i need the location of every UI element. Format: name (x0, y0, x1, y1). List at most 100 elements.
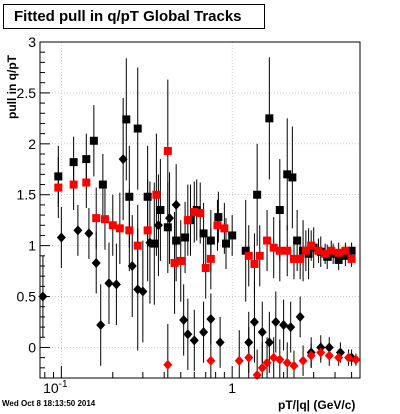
diamond-marker (171, 199, 181, 210)
diamond-marker (56, 232, 66, 243)
diamond-marker (183, 329, 193, 340)
square-marker (92, 214, 101, 223)
diamond-marker (306, 350, 316, 361)
square-marker (143, 226, 152, 235)
square-marker (296, 254, 305, 263)
plot-frame (39, 41, 361, 379)
y-tick-label: 3 (28, 34, 36, 50)
square-marker (269, 243, 278, 252)
square-marker (201, 264, 210, 273)
diamond-marker (257, 327, 267, 338)
square-marker (163, 146, 172, 155)
diamond-marker (257, 362, 267, 373)
tick-labels: 0 0.5 1 1.5 2 2.5 3 10-1 1 (17, 34, 237, 396)
diamond-marker (262, 357, 272, 368)
square-marker (199, 229, 208, 238)
diamond-marker (138, 286, 148, 297)
square-marker (82, 178, 91, 187)
diamond-marker (316, 342, 326, 353)
diamond-marker (252, 369, 262, 380)
square-marker (54, 183, 63, 192)
data-markers (38, 114, 361, 380)
square-marker (289, 254, 298, 263)
diamond-marker (234, 355, 244, 366)
diamond-marker (84, 228, 94, 239)
error-bars (42, 57, 357, 378)
diamond-marker (118, 154, 128, 165)
diamond-marker (275, 354, 285, 365)
diamond-marker (163, 359, 173, 370)
diamond-marker (244, 337, 254, 348)
square-marker (288, 173, 297, 182)
diamond-marker (271, 317, 281, 327)
square-marker (54, 172, 63, 181)
square-marker (334, 248, 343, 257)
diamond-marker (279, 320, 289, 331)
square-marker (213, 221, 222, 230)
square-marker (283, 246, 292, 255)
square-marker (170, 258, 179, 267)
diamond-marker (179, 314, 189, 325)
square-marker (206, 236, 215, 245)
diamond-marker (165, 213, 175, 224)
square-marker (150, 239, 159, 248)
square-marker (89, 136, 98, 145)
square-marker (122, 115, 131, 124)
square-marker (206, 254, 215, 263)
square-marker (253, 190, 262, 199)
square-marker (327, 246, 336, 255)
square-marker (347, 246, 356, 255)
diamond-marker (189, 335, 199, 346)
square-marker (275, 246, 284, 255)
diamond-marker (282, 357, 292, 368)
diamond-marker (351, 354, 361, 365)
square-marker (301, 246, 310, 255)
diamond-marker (286, 322, 296, 333)
x-tick-label: 10-1 (43, 379, 68, 396)
square-marker (347, 254, 356, 263)
diamond-marker (298, 355, 308, 366)
diamond-marker (127, 261, 137, 271)
y-tick-label: 1.5 (17, 187, 37, 203)
square-marker (133, 124, 142, 133)
square-marker (133, 241, 142, 250)
diamond-marker (334, 352, 344, 363)
square-marker (98, 180, 107, 189)
diamond-marker (96, 320, 106, 331)
square-marker (214, 213, 223, 222)
square-marker (321, 249, 330, 258)
diamond-marker (91, 257, 101, 268)
square-marker (143, 192, 152, 201)
square-marker (176, 256, 185, 265)
chart-title: Fitted pull in q/pT Global Tracks (14, 8, 242, 25)
diamond-marker (324, 342, 334, 353)
diamond-marker (145, 237, 155, 248)
diamond-marker (206, 313, 216, 324)
square-marker (255, 251, 264, 260)
diamond-marker (244, 352, 254, 363)
square-marker (115, 224, 124, 233)
diamond-marker (104, 278, 114, 289)
square-marker (108, 221, 117, 230)
square-marker (163, 223, 172, 232)
diamond-marker (199, 327, 209, 338)
square-marker (156, 206, 165, 214)
square-marker (100, 215, 109, 224)
square-marker (265, 114, 274, 123)
diamond-marker (289, 360, 299, 371)
square-marker (125, 192, 134, 201)
square-marker (263, 236, 272, 245)
diamond-marker (264, 337, 274, 348)
square-marker (220, 224, 229, 233)
square-marker (228, 231, 237, 240)
diamond-marker (249, 317, 259, 327)
chart-title-box: Fitted pull in q/pT Global Tracks (3, 4, 265, 29)
square-marker (196, 209, 205, 218)
square-marker (152, 190, 161, 199)
diamond-marker (295, 311, 305, 322)
square-marker (307, 241, 316, 250)
square-marker (190, 208, 199, 217)
square-marker (82, 155, 91, 164)
square-marker (275, 206, 284, 214)
